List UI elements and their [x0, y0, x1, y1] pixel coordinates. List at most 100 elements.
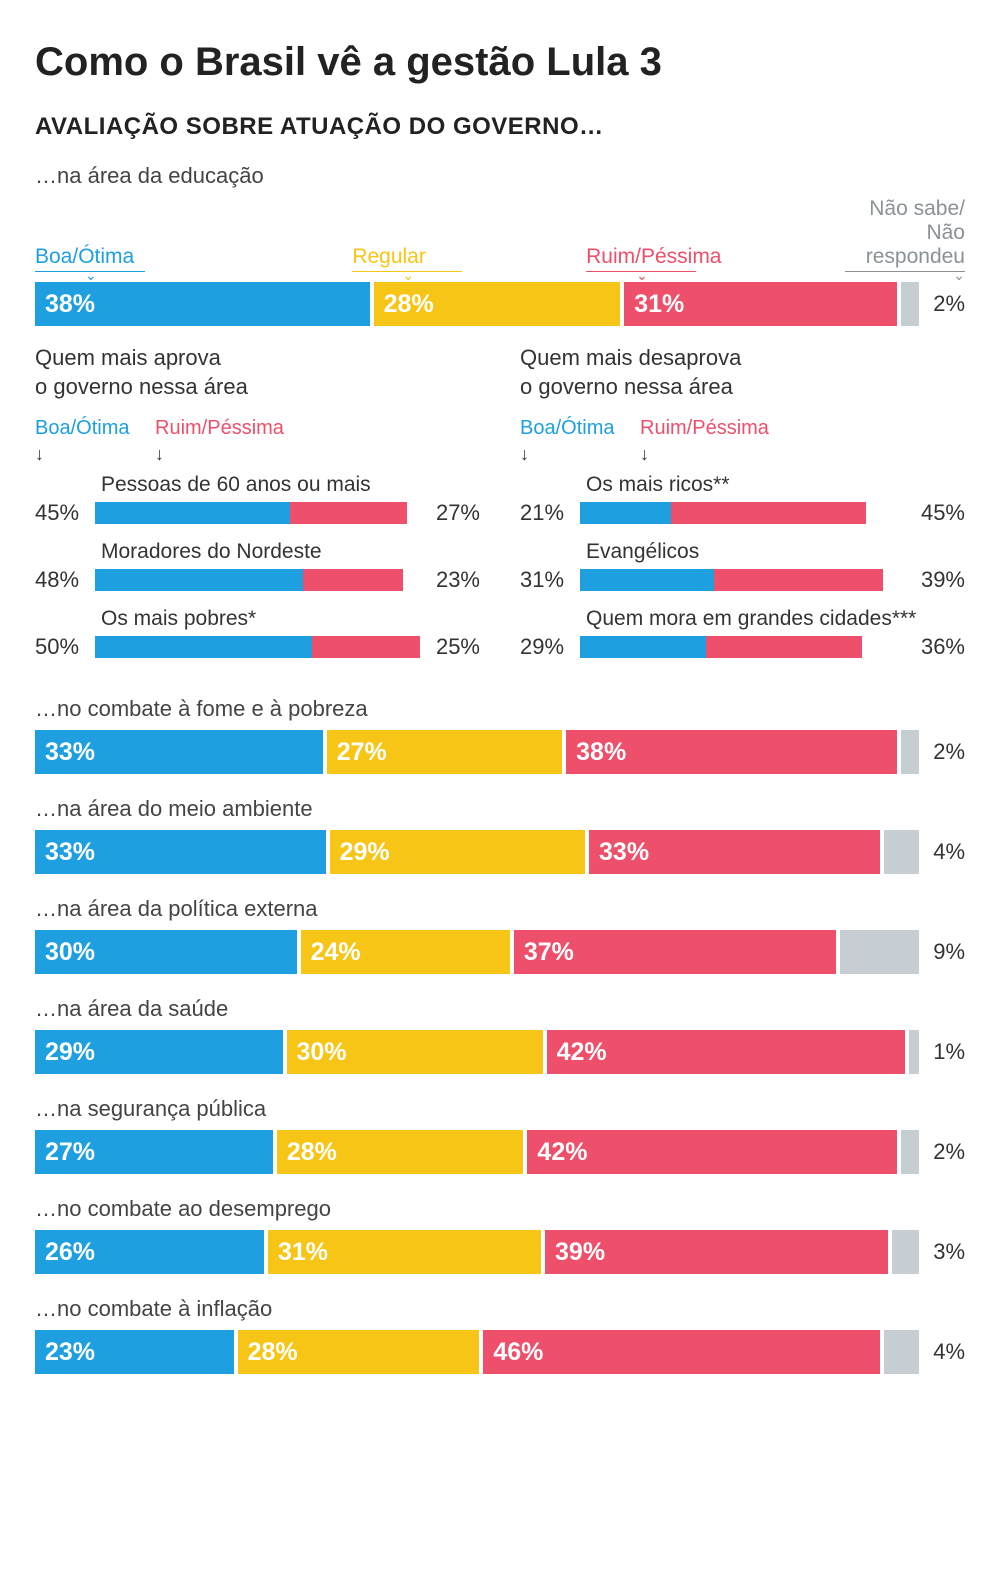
bar-segment-bad: 31% — [624, 282, 897, 326]
arrow-down-icon: ↓ — [640, 444, 760, 465]
bar-segment-bad: 42% — [527, 1130, 897, 1174]
stacked-bar: 23%28%46% 4% — [35, 1330, 965, 1374]
demo-row: Os mais pobres*50%25% — [35, 607, 480, 660]
sub-legend-bad: Ruim/Péssima — [155, 417, 275, 440]
demo-bar — [95, 636, 420, 658]
arrow-down-icon: ↓ — [155, 444, 275, 465]
bar-segment-good: 29% — [35, 1030, 283, 1074]
bar-segment-dk — [901, 730, 919, 774]
bar-segment-bad: 46% — [483, 1330, 880, 1374]
sub-legend-good: Boa/Ótima — [35, 417, 155, 440]
bar-segment-dk — [892, 1230, 919, 1274]
legend-item: Ruim/Péssima⌄ — [586, 245, 845, 280]
dk-percent-label: 9% — [919, 939, 965, 965]
demo-row: Moradores do Nordeste48% 23% — [35, 540, 480, 593]
demo-good-pct: 29% — [520, 634, 580, 660]
bar-segment-good: 26% — [35, 1230, 264, 1274]
bar-segment-regular: 31% — [268, 1230, 541, 1274]
demo-label: Evangélicos — [586, 540, 965, 564]
bar-segment-good: 33% — [35, 730, 323, 774]
demo-good-pct: 48% — [35, 567, 95, 593]
other-areas-list: …no combate à fome e à pobreza33%27%38%2… — [35, 696, 965, 1374]
demo-bad-pct: 36% — [905, 634, 965, 660]
disapprove-column: Quem mais desaprovao governo nessa área … — [520, 344, 965, 674]
bar-segment-dk — [901, 282, 919, 326]
demo-bar — [95, 569, 420, 591]
bar-segment-regular: 29% — [330, 830, 585, 874]
bar-segment-regular: 24% — [301, 930, 510, 974]
demo-bar — [580, 569, 905, 591]
section-subtitle: AVALIAÇÃO SOBRE ATUAÇÃO DO GOVERNO… — [35, 113, 965, 141]
demo-bad-pct: 23% — [420, 567, 480, 593]
area-label: …no combate ao desemprego — [35, 1196, 965, 1222]
demo-bar — [580, 636, 905, 658]
area-label: …no combate à inflação — [35, 1296, 965, 1322]
legend-item: Regular⌄ — [352, 245, 586, 280]
legend-item: Não sabe/Não respondeu⌄ — [845, 197, 965, 280]
bar-segment-bad: 37% — [514, 930, 837, 974]
disapprove-sub-legend: Boa/Ótima Ruim/Péssima — [520, 417, 965, 440]
stacked-bar: 30%24%37% 9% — [35, 930, 965, 974]
demo-bar — [95, 502, 420, 524]
disapprove-arrow-row: ↓ ↓ — [520, 444, 965, 465]
demo-row: Evangélicos31%39% — [520, 540, 965, 593]
area-label: …na segurança pública — [35, 1096, 965, 1122]
bar-segment-bad: 42% — [547, 1030, 905, 1074]
sub-legend-good: Boa/Ótima — [520, 417, 640, 440]
bar-segment-good: 27% — [35, 1130, 273, 1174]
bar-segment-regular: 28% — [374, 282, 621, 326]
stacked-bar: 27%28%42%2% — [35, 1130, 965, 1174]
demo-label: Quem mora em grandes cidades*** — [586, 607, 965, 631]
bar-segment-regular: 28% — [238, 1330, 480, 1374]
bar-segment-dk — [884, 1330, 919, 1374]
bar-segment-dk — [884, 830, 919, 874]
legend-item: Boa/Ótima⌄ — [35, 245, 352, 280]
bar-segment-good: 23% — [35, 1330, 234, 1374]
demo-label: Pessoas de 60 anos ou mais — [101, 473, 480, 497]
stacked-bar: 33%29%33% 4% — [35, 830, 965, 874]
dk-percent-label: 4% — [919, 839, 965, 865]
demo-label: Moradores do Nordeste — [101, 540, 480, 564]
approve-sub-legend: Boa/Ótima Ruim/Péssima — [35, 417, 480, 440]
arrow-down-icon: ↓ — [35, 444, 155, 465]
demo-good-pct: 50% — [35, 634, 95, 660]
bar-segment-good: 33% — [35, 830, 326, 874]
area-label: …na área da política externa — [35, 896, 965, 922]
area-label-educacao: …na área da educação — [35, 163, 965, 189]
dk-percent-label: 2% — [919, 291, 965, 317]
bar-segment-regular: 27% — [327, 730, 562, 774]
demo-bad-pct: 45% — [905, 500, 965, 526]
stacked-bar: 26%31%39%3% — [35, 1230, 965, 1274]
demographics-columns: Quem mais aprovao governo nessa área Boa… — [35, 344, 965, 674]
bar-segment-bad: 33% — [589, 830, 880, 874]
bar-segment-good: 30% — [35, 930, 297, 974]
approve-arrow-row: ↓ ↓ — [35, 444, 480, 465]
bar-segment-dk — [909, 1030, 919, 1074]
demo-good-pct: 21% — [520, 500, 580, 526]
demo-label: Os mais pobres* — [101, 607, 480, 631]
legend-row: Boa/Ótima⌄Regular⌄Ruim/Péssima⌄Não sabe/… — [35, 197, 965, 280]
demo-bad-pct: 27% — [420, 500, 480, 526]
bar-segment-good: 38% — [35, 282, 370, 326]
bar-segment-dk — [901, 1130, 919, 1174]
sub-legend-bad: Ruim/Péssima — [640, 417, 760, 440]
stacked-bar: 33%27%38% 2% — [35, 730, 965, 774]
dk-percent-label: 4% — [919, 1339, 965, 1365]
demo-row: Pessoas de 60 anos ou mais45%27% — [35, 473, 480, 526]
area-label: …na área do meio ambiente — [35, 796, 965, 822]
bar-segment-dk — [840, 930, 919, 974]
main-title: Como o Brasil vê a gestão Lula 3 — [35, 40, 965, 85]
bar-segment-regular: 28% — [277, 1130, 524, 1174]
demo-row: Os mais ricos**21%45% — [520, 473, 965, 526]
bar-segment-regular: 30% — [287, 1030, 543, 1074]
bar-segment-bad: 38% — [566, 730, 897, 774]
area-label: …na área da saúde — [35, 996, 965, 1022]
arrow-down-icon: ↓ — [520, 444, 640, 465]
dk-percent-label: 2% — [919, 739, 965, 765]
stacked-bar-educacao: 38%28%31% 2% — [35, 282, 965, 326]
dk-percent-label: 3% — [919, 1239, 965, 1265]
disapprove-heading: Quem mais desaprovao governo nessa área — [520, 344, 965, 401]
area-label: …no combate à fome e à pobreza — [35, 696, 965, 722]
stacked-bar: 29%30%42%1% — [35, 1030, 965, 1074]
demo-good-pct: 31% — [520, 567, 580, 593]
